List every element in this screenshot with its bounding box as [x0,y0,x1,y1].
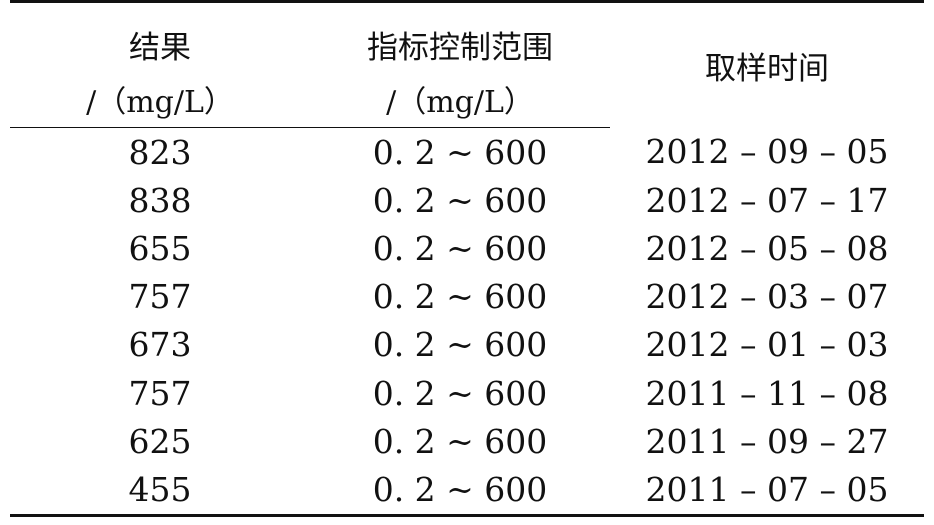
table-row: 625 0. 2 ~ 600 2011 – 09 – 27 [10,417,924,465]
header-sampling-time: 取样时间 [610,0,924,128]
header-range-unit: /（mg/L） [310,71,610,128]
cell-result: 823 [128,132,192,172]
table-row: 655 0. 2 ~ 600 2012 – 05 – 08 [10,224,924,272]
cell-range: 0. 2 ~ 600 [372,325,548,365]
cell-date: 2011 – 09 – 27 [645,421,889,461]
table-header: 结果 指标控制范围 取样时间 /（mg/L） /（mg/L） [10,0,924,128]
table-row: 673 0. 2 ~ 600 2012 – 01 – 03 [10,321,924,369]
header-row-titles: 结果 指标控制范围 取样时间 [10,0,924,128]
cell-date: 2012 – 07 – 17 [645,180,889,220]
cell-range: 0. 2 ~ 600 [310,465,610,517]
cell-range: 0. 2 ~ 600 [372,421,548,461]
table-row: 757 0. 2 ~ 600 2012 – 03 – 07 [10,273,924,321]
cell-date: 2012 – 09 – 05 [645,132,889,172]
cell-result: 757 [128,277,192,317]
cell-result: 625 [128,421,192,461]
cell-result: 757 [128,373,192,413]
cell-date: 2012 – 03 – 07 [645,277,889,317]
cell-range: 0. 2 ~ 600 [372,228,548,268]
cell-range: 0. 2 ~ 600 [372,132,548,172]
cell-result: 655 [128,228,192,268]
cell-result: 838 [128,180,192,220]
header-result-unit: /（mg/L） [10,71,310,128]
cell-date: 2012 – 01 – 03 [645,325,889,365]
cell-date: 2011 – 07 – 05 [610,465,924,517]
cell-date: 2012 – 05 – 08 [645,228,889,268]
table-row: 823 0. 2 ~ 600 2012 – 09 – 05 [10,128,924,177]
cell-range: 0. 2 ~ 600 [372,180,548,220]
header-result-title: 结果 [10,0,310,71]
table-row: 838 0. 2 ~ 600 2012 – 07 – 17 [10,176,924,224]
table-row: 757 0. 2 ~ 600 2011 – 11 – 08 [10,369,924,417]
header-range-title: 指标控制范围 [310,0,610,71]
cell-result: 673 [128,325,192,365]
cell-range: 0. 2 ~ 600 [372,373,548,413]
cell-date: 2011 – 11 – 08 [645,373,889,413]
table-body: 823 0. 2 ~ 600 2012 – 09 – 05 838 0. 2 ~… [10,128,924,517]
data-table-container: 结果 指标控制范围 取样时间 /（mg/L） /（mg/L） 823 0. 2 … [10,0,924,517]
table-row: 455 0. 2 ~ 600 2011 – 07 – 05 [10,465,924,517]
header-row-units: /（mg/L） /（mg/L） [10,71,924,128]
cell-result: 455 [10,465,310,517]
cell-range: 0. 2 ~ 600 [372,277,548,317]
data-table: 结果 指标控制范围 取样时间 /（mg/L） /（mg/L） 823 0. 2 … [10,0,924,517]
